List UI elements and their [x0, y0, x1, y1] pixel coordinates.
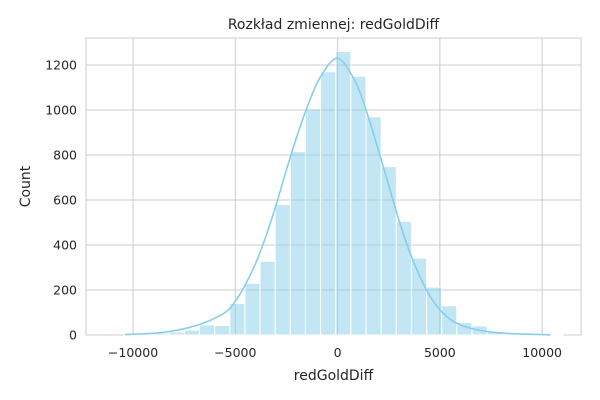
histogram-bar: [304, 108, 322, 336]
histogram-bar: [168, 331, 185, 336]
x-axis-ticks: −10000 −5000 0 5000 10000: [108, 345, 562, 360]
x-axis-label: redGoldDiff: [294, 368, 374, 384]
x-tick-label: 0: [334, 345, 342, 360]
x-tick-label: −5000: [214, 345, 256, 360]
histogram-bar: [350, 75, 367, 336]
histogram-bar: [229, 303, 246, 336]
histogram-bar: [380, 166, 397, 336]
y-tick-label: 600: [53, 193, 77, 208]
histogram-bar: [259, 260, 276, 336]
y-tick-label: 200: [53, 283, 77, 298]
y-tick-label: 400: [53, 238, 77, 253]
histogram-bar: [335, 51, 352, 336]
histogram-bar: [274, 204, 291, 336]
chart-title: Rozkład zmiennej: redGoldDiff: [228, 17, 440, 33]
x-tick-label: −10000: [108, 345, 158, 360]
histogram-bar: [410, 257, 428, 336]
histogram-bar: [183, 329, 201, 336]
histogram-bar: [441, 305, 458, 336]
y-axis-ticks: 0 200 400 600 800 1000 1200: [45, 58, 77, 343]
kde-curve: [124, 57, 551, 336]
histogram-bars: [123, 51, 564, 336]
histogram-bar: [244, 282, 261, 336]
x-tick-label: 10000: [522, 345, 562, 360]
y-tick-label: 1000: [45, 103, 77, 118]
histogram-bar: [199, 324, 216, 336]
kde-curve-layer: [124, 57, 551, 336]
y-axis-label: Count: [18, 165, 34, 207]
histogram-bar: [289, 151, 306, 336]
y-tick-label: 800: [53, 148, 77, 163]
y-tick-label: 1200: [45, 58, 77, 73]
y-tick-label: 0: [69, 328, 77, 343]
histogram-bar: [320, 71, 337, 336]
histogram-bar: [395, 220, 412, 336]
x-tick-label: 5000: [424, 345, 456, 360]
histogram-bar: [214, 325, 231, 336]
